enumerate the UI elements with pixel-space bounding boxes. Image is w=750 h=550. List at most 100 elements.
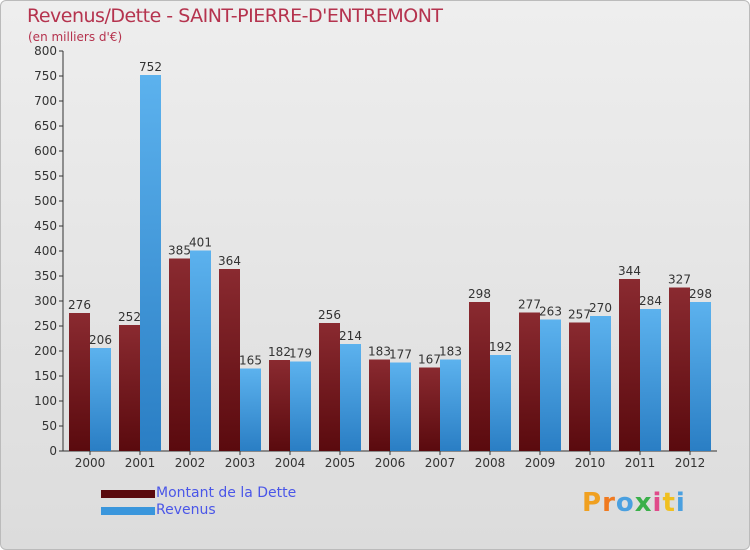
logo-letter: P bbox=[582, 488, 603, 518]
bar-revenus bbox=[190, 250, 211, 451]
x-tick-label: 2001 bbox=[125, 456, 156, 470]
x-tick-label: 2004 bbox=[275, 456, 306, 470]
bar-dette bbox=[519, 312, 540, 451]
x-tick-label: 2009 bbox=[525, 456, 556, 470]
bar-revenus bbox=[440, 359, 461, 451]
y-tick-label: 50 bbox=[42, 419, 57, 433]
data-label: 182 bbox=[268, 345, 291, 359]
logo-letter: x bbox=[634, 488, 653, 518]
bar-dette bbox=[369, 359, 390, 451]
y-tick-label: 800 bbox=[34, 44, 57, 58]
data-label: 270 bbox=[589, 301, 612, 315]
bar-revenus bbox=[490, 355, 511, 451]
y-tick-label: 300 bbox=[34, 294, 57, 308]
y-tick-label: 500 bbox=[34, 194, 57, 208]
bars bbox=[69, 75, 711, 451]
data-label: 277 bbox=[518, 298, 541, 312]
legend-label-revenus: Revenus bbox=[156, 502, 216, 518]
legend-swatch-dette bbox=[101, 490, 155, 498]
data-label: 327 bbox=[668, 273, 691, 287]
bar-revenus bbox=[90, 348, 111, 451]
x-tick-label: 2012 bbox=[675, 456, 706, 470]
data-label: 298 bbox=[468, 287, 491, 301]
data-label: 257 bbox=[568, 308, 591, 322]
x-tick-label: 2002 bbox=[175, 456, 206, 470]
bar-revenus bbox=[540, 319, 561, 451]
bar-revenus bbox=[240, 368, 261, 451]
y-tick-label: 600 bbox=[34, 144, 57, 158]
logo-letter: i bbox=[652, 488, 663, 518]
bar-dette bbox=[619, 279, 640, 451]
data-label: 167 bbox=[418, 353, 441, 367]
bar-dette bbox=[69, 313, 90, 451]
logo-letter: o bbox=[615, 488, 635, 518]
bar-dette bbox=[119, 325, 140, 451]
legend-label-dette: Montant de la Dette bbox=[156, 485, 297, 501]
x-tick-label: 2005 bbox=[325, 456, 356, 470]
logo-letter: i bbox=[675, 488, 686, 518]
data-label: 276 bbox=[68, 298, 91, 312]
chart-title: Revenus/Dette - SAINT-PIERRE-D'ENTREMONT bbox=[27, 5, 443, 27]
data-label: 401 bbox=[189, 236, 212, 250]
data-label: 214 bbox=[339, 329, 362, 343]
bar-revenus bbox=[140, 75, 161, 451]
data-label: 752 bbox=[139, 60, 162, 74]
data-label: 364 bbox=[218, 254, 241, 268]
bar-revenus bbox=[590, 316, 611, 451]
data-label: 263 bbox=[539, 305, 562, 319]
x-tick-label: 2000 bbox=[75, 456, 106, 470]
x-tick-label: 2007 bbox=[425, 456, 456, 470]
x-tick-label: 2011 bbox=[625, 456, 656, 470]
data-label: 256 bbox=[318, 308, 341, 322]
bar-dette bbox=[319, 323, 340, 451]
data-label: 183 bbox=[439, 345, 462, 359]
bar-revenus bbox=[340, 344, 361, 451]
data-label: 206 bbox=[89, 333, 112, 347]
bar-dette bbox=[469, 302, 490, 451]
bar-dette bbox=[269, 360, 290, 451]
bar-revenus bbox=[390, 362, 411, 451]
logo-letter: r bbox=[602, 488, 616, 518]
data-label: 284 bbox=[639, 294, 662, 308]
y-tick-label: 100 bbox=[34, 394, 57, 408]
y-tick-label: 450 bbox=[34, 219, 57, 233]
y-tick-label: 0 bbox=[49, 444, 57, 458]
logo-letter: t bbox=[662, 488, 676, 518]
bar-dette bbox=[569, 322, 590, 451]
data-label: 344 bbox=[618, 264, 641, 278]
chart-subtitle: (en milliers d'€) bbox=[28, 30, 123, 44]
y-tick-label: 550 bbox=[34, 169, 57, 183]
y-tick-label: 400 bbox=[34, 244, 57, 258]
bar-dette bbox=[219, 269, 240, 451]
y-tick-label: 750 bbox=[34, 69, 57, 83]
data-label: 183 bbox=[368, 345, 391, 359]
legend-swatch-revenus bbox=[101, 507, 155, 515]
y-tick-label: 150 bbox=[34, 369, 57, 383]
data-label: 179 bbox=[289, 347, 312, 361]
bar-dette bbox=[419, 367, 440, 451]
x-tick-label: 2003 bbox=[225, 456, 256, 470]
y-tick-label: 700 bbox=[34, 94, 57, 108]
bar-dette bbox=[169, 258, 190, 451]
proxiti-logo: Proxiti bbox=[582, 488, 686, 518]
data-label: 165 bbox=[239, 354, 262, 368]
data-label: 298 bbox=[689, 287, 712, 301]
data-label: 192 bbox=[489, 340, 512, 354]
y-tick-label: 650 bbox=[34, 119, 57, 133]
x-tick-label: 2008 bbox=[475, 456, 506, 470]
bar-dette bbox=[669, 287, 690, 451]
x-tick-label: 2006 bbox=[375, 456, 406, 470]
data-label: 252 bbox=[118, 310, 141, 324]
data-label: 177 bbox=[389, 348, 412, 362]
bar-revenus bbox=[690, 302, 711, 451]
bar-revenus bbox=[290, 361, 311, 451]
y-tick-label: 250 bbox=[34, 319, 57, 333]
y-tick-label: 350 bbox=[34, 269, 57, 283]
data-label: 385 bbox=[168, 244, 191, 258]
bar-revenus bbox=[640, 309, 661, 451]
y-tick-label: 200 bbox=[34, 344, 57, 358]
x-tick-label: 2010 bbox=[575, 456, 606, 470]
data-labels: 2762062527523854013641651821792562141831… bbox=[68, 60, 712, 368]
